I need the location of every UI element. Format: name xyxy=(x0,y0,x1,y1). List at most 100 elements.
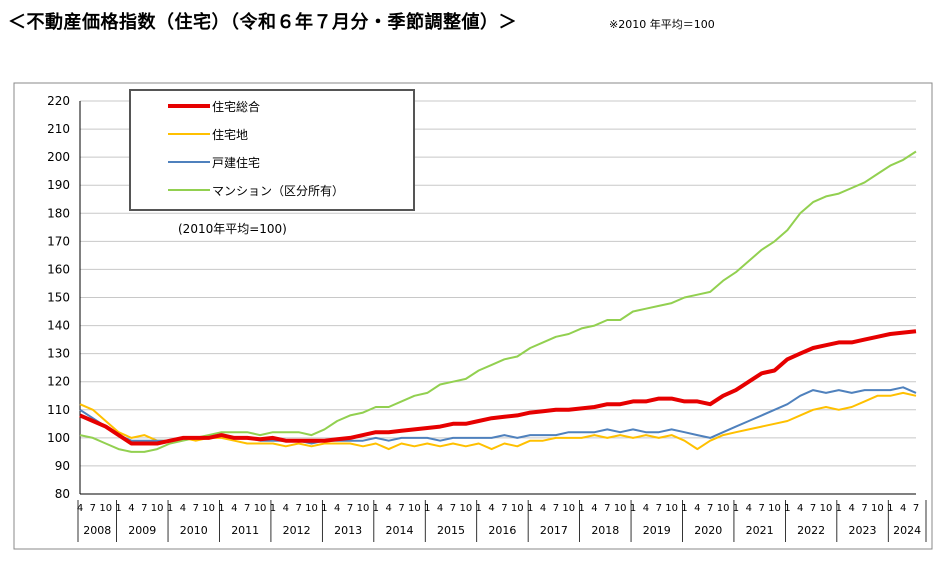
x-month-label: 7 xyxy=(501,503,507,514)
page-title: ＜不動産価格指数（住宅）（令和６年７月分・季節調整値）＞ xyxy=(8,12,517,33)
x-month-label: 1 xyxy=(887,503,893,514)
x-month-label: 1 xyxy=(424,503,430,514)
x-month-label: 7 xyxy=(90,503,96,514)
x-month-label: 1 xyxy=(167,503,173,514)
y-tick-label-90: 90 xyxy=(55,459,70,473)
legend-label-3: マンション（区分所有） xyxy=(212,184,344,198)
y-tick-label-110: 110 xyxy=(47,403,70,417)
x-year-label-2013: 2013 xyxy=(334,524,362,537)
x-month-label: 7 xyxy=(758,503,764,514)
x-year-label-2012: 2012 xyxy=(283,524,311,537)
x-month-label: 1 xyxy=(270,503,276,514)
x-year-label-2011: 2011 xyxy=(231,524,259,537)
x-month-label: 1 xyxy=(630,503,636,514)
x-month-label: 7 xyxy=(810,503,816,514)
x-month-label: 1 xyxy=(578,503,584,514)
x-year-label-2023: 2023 xyxy=(849,524,877,537)
legend-label-0: 住宅総合 xyxy=(212,99,260,114)
x-month-label: 7 xyxy=(913,503,919,514)
x-month-label: 10 xyxy=(871,503,884,514)
x-month-label: 10 xyxy=(151,503,164,514)
x-month-label: 4 xyxy=(77,503,83,514)
x-year-label-2009: 2009 xyxy=(128,524,156,537)
y-tick-label-220: 220 xyxy=(47,94,70,108)
x-month-label: 7 xyxy=(656,503,662,514)
x-month-label: 10 xyxy=(357,503,370,514)
x-month-label: 1 xyxy=(527,503,533,514)
x-month-label: 1 xyxy=(218,503,224,514)
series-lines xyxy=(79,150,917,453)
x-year-label-2018: 2018 xyxy=(591,524,619,537)
y-tick-label-120: 120 xyxy=(47,375,70,389)
x-month-label: 10 xyxy=(562,503,575,514)
legend-label-1: 住宅地 xyxy=(212,127,248,142)
x-month-label: 10 xyxy=(511,503,524,514)
x-year-label-2024: 2024 xyxy=(893,524,921,537)
series-line-3 xyxy=(79,150,917,453)
x-month-label: 4 xyxy=(488,503,494,514)
x-month-label: 7 xyxy=(347,503,353,514)
y-axis: 80 90 100 110 120 130 140 150 160 170 180 190 200 210… xyxy=(47,94,81,501)
x-axis: 4 7 10 1 4 7 10 1 4 7 10 1 4 7 10 1 4 7 10 1 4 7 10 1 4 7 10 1 4 7 10 1… xyxy=(77,493,927,542)
x-month-label: 4 xyxy=(231,503,237,514)
x-month-label: 7 xyxy=(295,503,301,514)
x-month-label: 7 xyxy=(450,503,456,514)
y-tick-label-100: 100 xyxy=(47,431,70,445)
x-month-label: 1 xyxy=(733,503,739,514)
y-tick-label-200: 200 xyxy=(47,150,70,164)
y-tick-label-170: 170 xyxy=(47,234,70,248)
y-tick-label-80: 80 xyxy=(55,487,70,501)
x-month-label: 4 xyxy=(746,503,752,514)
x-month-label: 7 xyxy=(141,503,147,514)
x-year-label-2017: 2017 xyxy=(540,524,568,537)
x-month-label: 10 xyxy=(614,503,627,514)
base-year-note: ※2010 年平均＝100 xyxy=(609,18,715,31)
y-tick-label-190: 190 xyxy=(47,178,70,192)
x-month-label: 7 xyxy=(244,503,250,514)
x-year-label-2015: 2015 xyxy=(437,524,465,537)
y-tick-label-150: 150 xyxy=(47,291,70,305)
x-year-label-2021: 2021 xyxy=(746,524,774,537)
x-month-label: 10 xyxy=(820,503,833,514)
x-month-label: 1 xyxy=(321,503,327,514)
x-month-label: 10 xyxy=(254,503,267,514)
x-month-label: 4 xyxy=(694,503,700,514)
x-month-label: 4 xyxy=(180,503,186,514)
x-month-label: 4 xyxy=(643,503,649,514)
x-month-label: 1 xyxy=(681,503,687,514)
series-line-1 xyxy=(79,391,917,451)
y-tick-label-130: 130 xyxy=(47,347,70,361)
x-month-label: 10 xyxy=(459,503,472,514)
x-month-label: 10 xyxy=(717,503,730,514)
x-month-label: 10 xyxy=(305,503,318,514)
x-year-label-2016: 2016 xyxy=(488,524,516,537)
x-month-label: 10 xyxy=(202,503,215,514)
x-month-label: 7 xyxy=(604,503,610,514)
x-year-label-2022: 2022 xyxy=(797,524,825,537)
x-month-label: 4 xyxy=(849,503,855,514)
y-tick-label-160: 160 xyxy=(47,262,70,276)
x-year-label-2014: 2014 xyxy=(386,524,414,537)
y-tick-label-210: 210 xyxy=(47,122,70,136)
chart-annotation: (2010年平均=100) xyxy=(178,222,287,236)
x-month-label: 1 xyxy=(373,503,379,514)
x-month-label: 4 xyxy=(591,503,597,514)
x-month-label: 7 xyxy=(193,503,199,514)
x-month-label: 4 xyxy=(797,503,803,514)
x-month-label: 7 xyxy=(553,503,559,514)
x-month-label: 4 xyxy=(540,503,546,514)
x-month-label: 4 xyxy=(128,503,134,514)
x-month-label: 10 xyxy=(99,503,112,514)
series-line-0 xyxy=(79,329,917,446)
x-month-label: 10 xyxy=(665,503,678,514)
x-month-label: 10 xyxy=(768,503,781,514)
x-year-label-2008: 2008 xyxy=(83,524,111,537)
y-tick-label-140: 140 xyxy=(47,319,70,333)
x-month-label: 1 xyxy=(476,503,482,514)
x-month-label: 7 xyxy=(861,503,867,514)
x-month-label: 4 xyxy=(900,503,906,514)
x-month-label: 7 xyxy=(398,503,404,514)
x-year-label-2019: 2019 xyxy=(643,524,671,537)
